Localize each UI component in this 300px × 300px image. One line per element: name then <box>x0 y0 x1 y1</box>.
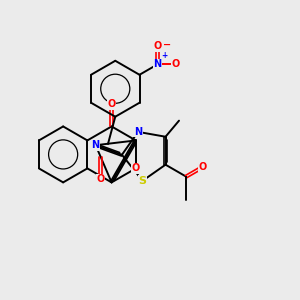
Text: +: + <box>161 51 168 60</box>
Text: O: O <box>172 59 180 69</box>
Text: O: O <box>96 174 105 184</box>
Text: N: N <box>92 140 100 150</box>
Text: −: − <box>163 40 171 50</box>
Text: O: O <box>199 162 207 172</box>
Text: O: O <box>107 99 116 109</box>
Text: O: O <box>154 41 162 51</box>
Text: N: N <box>154 59 162 69</box>
Text: S: S <box>139 176 147 186</box>
Text: O: O <box>132 164 140 173</box>
Text: N: N <box>134 127 142 137</box>
